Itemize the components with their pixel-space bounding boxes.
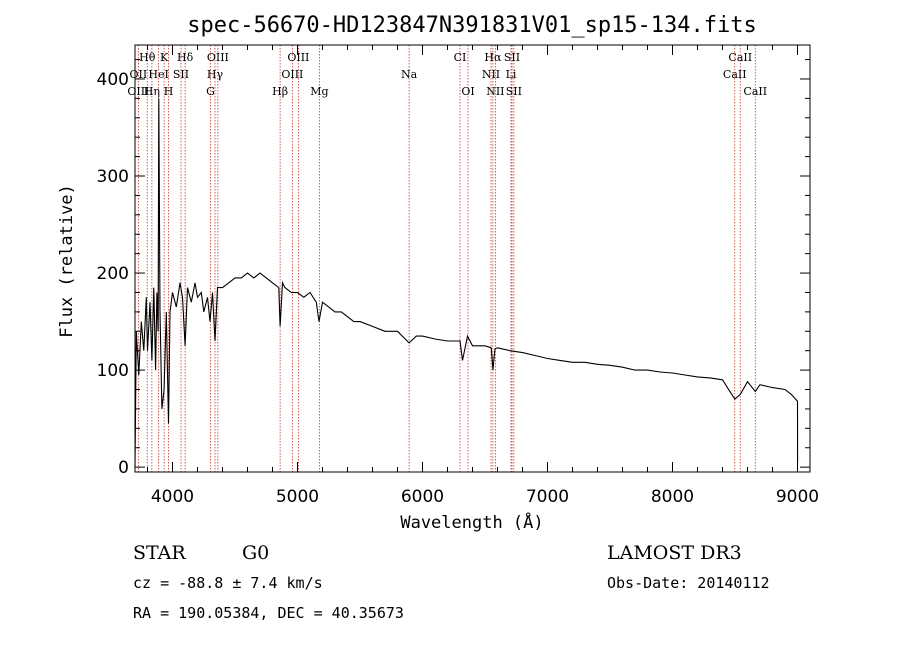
x-tick-label: 7000 xyxy=(526,487,569,507)
x-tick-label: 8000 xyxy=(651,487,694,507)
ra-dec-text: RA = 190.05384, DEC = 40.35673 xyxy=(133,604,404,622)
spectrum-series-line xyxy=(134,98,799,468)
x-tick-label: 6000 xyxy=(401,487,444,507)
emission-line-label: OIII xyxy=(281,68,303,81)
emission-line-label: SII xyxy=(504,51,520,64)
emission-line-label: Hδ xyxy=(177,51,194,64)
y-axis-label: Flux (relative) xyxy=(57,184,77,338)
emission-line-label: SII xyxy=(506,85,522,98)
emission-line-label: OIII xyxy=(127,85,149,98)
x-tick-label: 9000 xyxy=(776,487,819,507)
emission-line-label: CI xyxy=(454,51,467,64)
emission-line-label: Hγ xyxy=(207,68,224,81)
emission-line-label: OII xyxy=(130,68,148,81)
object-subclass: G0 xyxy=(242,542,269,564)
y-tick-label: 400 xyxy=(97,70,129,90)
emission-line-label: NII xyxy=(486,85,504,98)
emission-line-label: Hθ xyxy=(139,51,156,64)
y-tick-label: 0 xyxy=(118,458,129,478)
emission-line-label: NII xyxy=(482,68,500,81)
emission-line-label: CaII xyxy=(723,68,747,81)
emission-line-label: Hη xyxy=(144,85,160,98)
redshift-text: cz = -88.8 ± 7.4 km/s xyxy=(133,574,323,592)
emission-line-label: Mg xyxy=(310,85,328,98)
y-tick-label: 200 xyxy=(97,264,129,284)
x-tick-label: 4000 xyxy=(151,487,194,507)
emission-line-label: Hα xyxy=(484,51,502,64)
y-tick-label: 300 xyxy=(97,167,129,187)
emission-line-label: HeI xyxy=(148,68,168,81)
emission-line-label: CaII xyxy=(743,85,767,98)
obs-date-text: Obs-Date: 20140112 xyxy=(607,574,770,592)
axis-ticks: 4000 5000 6000 7000 8000 9000 0 100 200 300 400 xyxy=(97,45,819,507)
emission-line-label: Hβ xyxy=(272,85,288,98)
survey-name: LAMOST DR3 xyxy=(607,542,742,564)
object-class: STAR xyxy=(133,542,186,564)
emission-line-label: Na xyxy=(401,68,418,81)
emission-line-label: OIII xyxy=(207,51,229,64)
emission-line-label: OIII xyxy=(287,51,309,64)
emission-line-label: G xyxy=(206,85,215,98)
plot-frame xyxy=(134,44,811,473)
emission-line-markers xyxy=(137,45,756,472)
emission-line-label: CaII xyxy=(728,51,752,64)
chart-title: spec-56670-HD123847N391831V01_sp15-134.f… xyxy=(187,13,757,38)
emission-line-label: SII xyxy=(173,68,189,81)
emission-line-label: K xyxy=(160,51,169,64)
emission-line-label: OI xyxy=(461,85,474,98)
x-tick-label: 5000 xyxy=(276,487,319,507)
emission-line-label: H xyxy=(164,85,174,98)
y-tick-label: 100 xyxy=(97,361,129,381)
emission-line-label: Li xyxy=(506,68,517,81)
x-axis-label: Wavelength (Å) xyxy=(400,511,543,533)
